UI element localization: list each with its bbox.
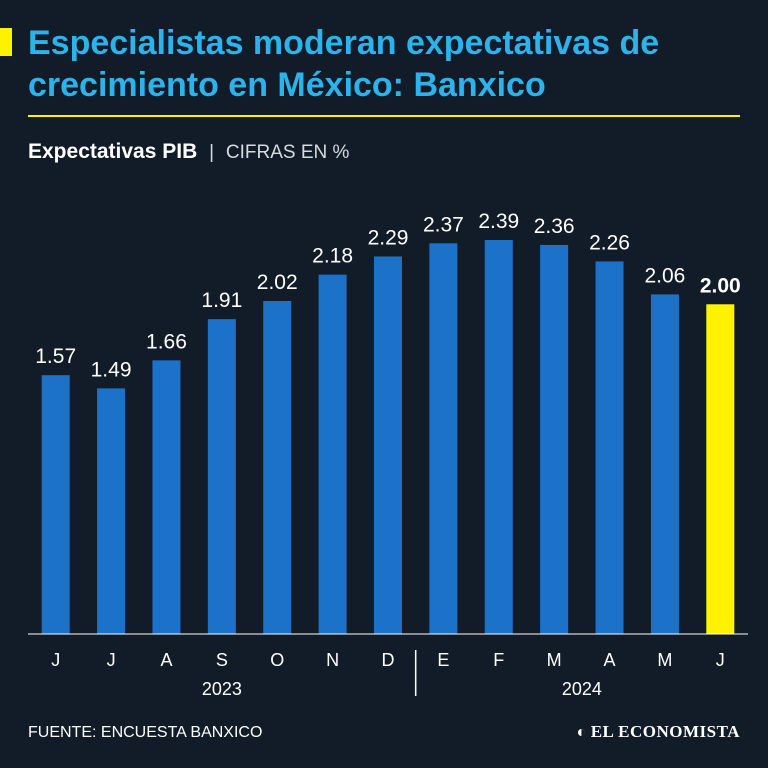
x-tick-label: A xyxy=(160,650,172,670)
x-tick-label: S xyxy=(216,650,228,670)
bar xyxy=(650,294,679,634)
x-tick-label: J xyxy=(107,650,116,670)
data-label: 2.39 xyxy=(478,210,519,233)
x-tick-label: A xyxy=(604,650,616,670)
bar xyxy=(374,256,402,634)
data-label: 2.26 xyxy=(589,231,630,254)
data-label: 1.49 xyxy=(91,358,132,381)
bar xyxy=(429,243,458,635)
title-divider xyxy=(28,115,740,117)
x-tick-label: M xyxy=(547,650,562,670)
bar xyxy=(97,388,126,634)
source-note: FUENTE: ENCUESTA BANXICO xyxy=(28,724,263,741)
data-label: 2.06 xyxy=(644,264,685,287)
x-tick-label: F xyxy=(493,650,504,670)
brand-name: EL ECONOMISTA xyxy=(590,722,740,741)
subtitle-label: Expectativas PIB xyxy=(28,140,198,163)
data-label: 2.00 xyxy=(700,274,741,297)
bar xyxy=(152,360,181,634)
bar xyxy=(595,261,624,634)
x-tick-label: J xyxy=(51,650,60,670)
x-tick-label: M xyxy=(657,650,672,670)
data-label: 1.57 xyxy=(35,345,76,368)
subtitle-separator: | xyxy=(209,142,215,163)
data-label: 2.29 xyxy=(368,226,409,249)
data-label: 1.91 xyxy=(201,289,242,312)
brand-logo: ◐ EL ECONOMISTA xyxy=(577,722,740,742)
bar xyxy=(706,304,735,634)
x-tick-label: D xyxy=(382,650,395,670)
bar xyxy=(263,300,292,634)
accent-bar xyxy=(0,28,12,56)
year-label: 2023 xyxy=(202,679,242,699)
bar xyxy=(41,375,70,634)
units-label: CIFRAS EN % xyxy=(225,142,350,163)
year-label: 2024 xyxy=(562,679,602,699)
chart-subtitle: Expectativas PIB | CIFRAS EN % xyxy=(28,140,349,164)
x-tick-label: E xyxy=(437,650,449,670)
x-tick-label: O xyxy=(270,650,284,670)
e-logo-icon: ◐ xyxy=(576,724,587,741)
bar xyxy=(484,240,513,634)
data-label: 2.18 xyxy=(312,245,353,268)
x-tick-label: N xyxy=(326,650,339,670)
data-label: 1.66 xyxy=(146,330,187,353)
data-label: 2.02 xyxy=(257,271,298,294)
x-tick-label: J xyxy=(716,650,725,670)
data-label: 2.37 xyxy=(423,213,464,236)
chart-title: Especialistas moderan expectativas de cr… xyxy=(28,24,660,104)
bar xyxy=(207,319,236,634)
bar xyxy=(540,244,569,634)
bar xyxy=(318,274,347,634)
data-label: 2.36 xyxy=(534,215,575,238)
